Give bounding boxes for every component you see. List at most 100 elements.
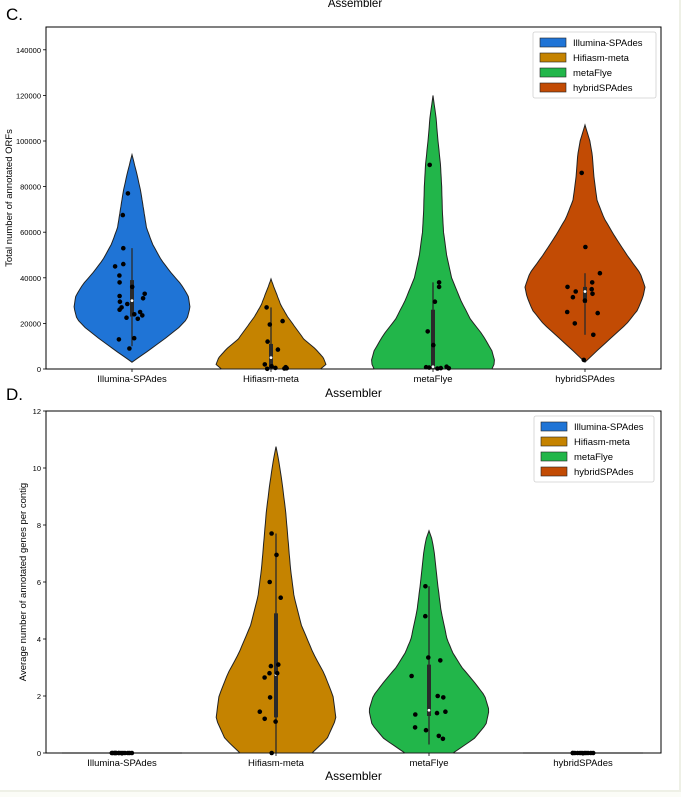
data-point: [117, 293, 122, 299]
data-point: [264, 366, 270, 372]
legend-label-hifiasm-meta: Hifiasm-meta: [573, 53, 630, 64]
plot-frame-c: [45, 26, 662, 370]
data-point: [436, 280, 442, 285]
data-point: [135, 316, 141, 322]
median-marker: [427, 708, 431, 712]
data-point: [595, 310, 600, 316]
legend-label-hybridspades: hybridSPAdes: [574, 467, 634, 478]
data-point: [590, 750, 596, 756]
median-marker: [130, 299, 134, 302]
violin-hifiasm-meta-c: [215, 277, 327, 372]
data-point: [438, 365, 444, 371]
data-point: [262, 362, 268, 367]
panel-c-orfs: C. 0 20000 40000 60000 80000 100000 120000 14000…: [4, 5, 662, 400]
data-point: [121, 245, 126, 251]
data-point: [267, 670, 272, 676]
data-point: [262, 716, 268, 722]
violin-illumina-spades-c: [73, 152, 191, 363]
violin-metaflye-c: [371, 95, 495, 371]
x-tick-label: Illumina-SPAdes: [87, 758, 157, 769]
iqr-box: [583, 286, 587, 303]
data-point: [275, 347, 281, 352]
legend-swatch-hybridspades: [540, 466, 568, 477]
y-tick-label: 10: [33, 464, 41, 473]
data-point: [129, 750, 135, 756]
y-axis-label-c: Total number of annotated ORFs: [4, 129, 15, 267]
data-point: [591, 332, 596, 338]
data-point: [432, 299, 438, 305]
data-point: [443, 709, 448, 714]
data-point: [127, 346, 132, 351]
data-point: [274, 670, 280, 676]
data-point: [267, 695, 273, 700]
legend-label-illumina-spades: Illumina-SPAdes: [574, 422, 644, 433]
y-tick-label: 8: [37, 521, 41, 530]
data-point: [425, 329, 431, 334]
data-point: [565, 284, 570, 290]
data-point: [280, 318, 285, 324]
iqr-box: [130, 280, 134, 317]
x-tick-label: Hifiasm-meta: [248, 758, 305, 769]
data-point: [262, 675, 267, 680]
x-tick-label: hybridSPAdes: [553, 758, 613, 769]
data-point: [423, 584, 428, 589]
data-point: [278, 595, 284, 600]
legend-d: Illumina-SPAdes Hifiasm-meta metaFlye hybri…: [533, 415, 655, 483]
x-axis-label-d: Assembler: [325, 769, 382, 783]
x-tick-label: metaFlye: [409, 758, 448, 769]
y-tick-label: 4: [37, 635, 41, 644]
data-point: [590, 291, 595, 297]
legend-c: Illumina-SPAdes Hifiasm-meta metaFlye hybri…: [532, 31, 657, 99]
data-point: [269, 364, 274, 369]
data-point: [264, 305, 269, 310]
data-point: [140, 313, 145, 318]
data-point: [438, 658, 443, 663]
data-point: [441, 695, 446, 700]
y-tick-label: 2: [37, 692, 41, 701]
data-point: [117, 280, 122, 285]
data-point: [597, 270, 603, 276]
y-tick-label: 12: [33, 407, 41, 416]
legend-swatch-hybridspades: [539, 82, 567, 93]
data-point: [423, 613, 428, 619]
data-point: [446, 366, 452, 371]
y-tick-label: 100000: [16, 137, 41, 146]
x-tick-label: Hifiasm-meta: [243, 374, 300, 385]
data-point: [434, 710, 440, 716]
data-point: [413, 712, 418, 717]
legend-swatch-metaflye: [540, 451, 568, 462]
data-point: [116, 750, 122, 756]
data-point: [117, 273, 122, 278]
panel-label-d: D.: [6, 385, 23, 404]
violin-hifiasm-meta-d: [215, 446, 337, 756]
violin-shape: [524, 123, 646, 363]
data-point: [269, 531, 274, 536]
y-tick-label: 140000: [16, 46, 41, 55]
x-axis-label-c: Assembler: [325, 386, 382, 400]
data-point: [427, 162, 433, 168]
median-marker: [269, 356, 273, 359]
legend-box: [533, 415, 655, 483]
data-point: [124, 315, 129, 321]
x-tick-label: metaFlye: [413, 374, 452, 385]
data-point: [436, 284, 442, 290]
data-point: [140, 296, 146, 301]
violin-shape: [371, 95, 495, 370]
data-point: [572, 321, 578, 326]
data-point: [131, 335, 137, 341]
data-point: [112, 264, 118, 269]
y-tick-label: 60000: [20, 228, 41, 237]
data-point: [121, 261, 126, 267]
data-point: [581, 357, 587, 363]
legend-swatch-metaflye: [539, 67, 567, 78]
data-point: [142, 291, 147, 297]
data-point: [440, 736, 446, 742]
legend-label-metaflye: metaFlye: [574, 452, 613, 463]
x-tick-label: Illumina-SPAdes: [97, 374, 167, 385]
y-tick-label: 20000: [20, 319, 41, 328]
data-point: [268, 663, 274, 669]
y-tick-label: 40000: [20, 274, 41, 283]
legend-swatch-hifiasm-meta: [540, 436, 568, 447]
y-tick-label: 6: [37, 578, 41, 587]
